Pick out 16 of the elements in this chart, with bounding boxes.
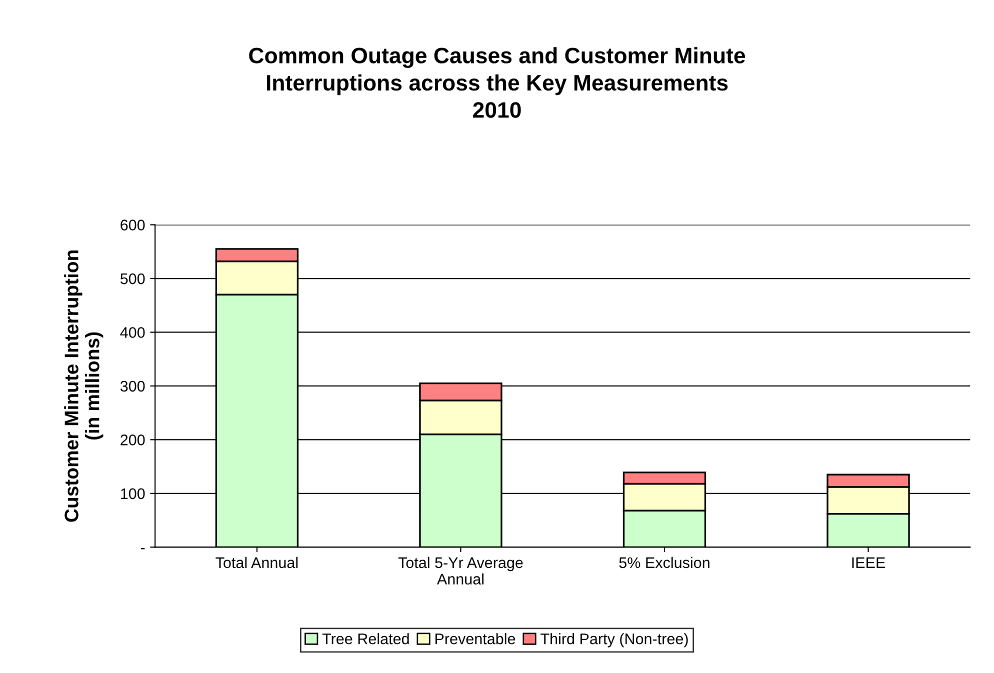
x-tick-label: IEEE — [852, 557, 886, 568]
y-tick-label: 600 — [120, 220, 145, 230]
y-tick-label: 300 — [120, 380, 145, 392]
y-tick-label: 400 — [120, 327, 145, 338]
legend-label: Third Party (Non-tree) — [540, 633, 688, 648]
chart-title: Common Outage Causes and Customer Minute Interruptions across the Key Measurements 2010 — [249, 47, 746, 118]
legend-label: Tree Related — [322, 633, 409, 644]
y-tick-label: 500 — [120, 273, 145, 284]
y-tick-label: 100 — [121, 488, 145, 500]
y-tick-label: 200 — [120, 434, 145, 446]
x-tick-label: Total 5-Yr Average Annual — [398, 556, 523, 585]
x-tick-label: 5% Exclusion — [619, 556, 710, 568]
y-tick-label: - — [140, 548, 145, 550]
y-axis-title: Customer Minute Interruption (in millions) — [64, 250, 104, 522]
legend-label: Preventable — [435, 633, 516, 644]
x-tick-label: Total Annual — [216, 556, 298, 568]
